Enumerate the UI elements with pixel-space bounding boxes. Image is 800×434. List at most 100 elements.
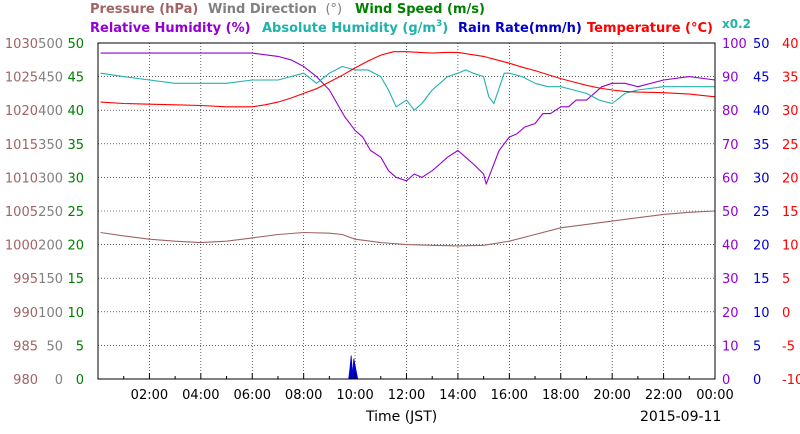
- tick-label-rain_rate: 40: [753, 104, 770, 119]
- tick-label-humidity: 20: [722, 306, 739, 321]
- tick-label-wind_speed: 25: [67, 205, 84, 220]
- x-tick-label: 18:00: [542, 388, 579, 403]
- tick-label-pressure: 985: [13, 339, 38, 354]
- legend-pressure: Pressure (hPa): [90, 2, 198, 17]
- legend-wind-direction-unit: (°): [325, 2, 342, 17]
- tick-label-humidity: 50: [722, 205, 739, 220]
- tick-label-pressure: 1005: [5, 205, 38, 220]
- tick-label-wind_speed: 20: [67, 239, 84, 254]
- tick-label-wind_direction: 0: [55, 373, 63, 388]
- tick-label-wind_speed: 0: [76, 373, 84, 388]
- series-humidity-relative: [100, 52, 716, 185]
- x-tick-label: 10:00: [336, 388, 373, 403]
- tick-label-pressure: 1015: [5, 138, 38, 153]
- tick-label-wind_direction: 350: [38, 138, 63, 153]
- tick-label-rain_rate: 45: [753, 71, 770, 86]
- tick-label-wind_direction: 450: [38, 71, 63, 86]
- legend-rain-rate: Rain Rate(mm/h): [458, 21, 582, 36]
- tick-label-wind_speed: 40: [67, 104, 84, 119]
- tick-label-humidity: 40: [722, 239, 739, 254]
- legend-wind-direction-group: Wind Direction (°): [208, 2, 342, 17]
- tick-label-wind_direction: 50: [46, 339, 63, 354]
- x-tick-label: 04:00: [182, 388, 219, 403]
- series-pressure-pressure: [100, 210, 716, 247]
- tick-label-wind_direction: 250: [38, 205, 63, 220]
- x-tick-label: 12:00: [388, 388, 425, 403]
- x-axis: 02:00 04:00 06:00 08:00 10:00 12:00 14:00 16:00…: [123, 373, 734, 403]
- tick-label-humidity: 30: [722, 272, 739, 287]
- tick-label-pressure: 980: [13, 373, 38, 388]
- tick-label-pressure: 990: [13, 306, 38, 321]
- x-tick-label: 16:00: [491, 388, 528, 403]
- x-tick-label: 20:00: [593, 388, 630, 403]
- tick-label-wind_speed: 15: [67, 272, 84, 287]
- axis-labels: 1030102510201015101010051000995990985980…: [5, 37, 800, 388]
- tick-label-rain_rate: 50: [753, 37, 770, 52]
- tick-label-wind_direction: 300: [38, 171, 63, 186]
- tick-label-wind_speed: 50: [67, 37, 84, 52]
- tick-label-rain_rate: 25: [753, 205, 770, 220]
- tick-label-pressure: 995: [13, 272, 38, 287]
- tick-label-rain_rate: 15: [753, 272, 770, 287]
- tick-label-temperature: 20: [782, 171, 799, 186]
- series-rain-rate: [342, 355, 359, 380]
- legend-temperature: Temperature (°C): [587, 21, 713, 36]
- tick-label-wind_direction: 200: [38, 239, 63, 254]
- legend-scale-note: x0.2: [722, 17, 751, 31]
- tick-label-rain_rate: 30: [753, 171, 770, 186]
- x-tick-label: 22:00: [645, 388, 682, 403]
- tick-label-pressure: 1025: [5, 71, 38, 86]
- tick-label-temperature: 35: [782, 71, 799, 86]
- legend-absolute-humidity-sup: 3: [436, 19, 442, 29]
- date-label: 2015-09-11: [640, 409, 721, 425]
- legend-wind-direction: Wind Direction: [208, 2, 317, 17]
- tick-label-humidity: 0: [722, 373, 730, 388]
- tick-label-rain_rate: 10: [753, 306, 770, 321]
- tick-label-wind_direction: 400: [38, 104, 63, 119]
- tick-label-rain_rate: 5: [753, 339, 761, 354]
- tick-label-wind_direction: 100: [38, 306, 63, 321]
- tick-label-humidity: 90: [722, 71, 739, 86]
- tick-label-rain_rate: 35: [753, 138, 770, 153]
- tick-label-wind_direction: 150: [38, 272, 63, 287]
- x-tick-label: 00:00: [696, 388, 733, 403]
- tick-label-humidity: 100: [722, 37, 747, 52]
- x-tick-label: 02:00: [131, 388, 168, 403]
- tick-label-wind_speed: 5: [76, 339, 84, 354]
- series-temperature-temperature: [100, 51, 716, 108]
- x-tick-label: 06:00: [234, 388, 271, 403]
- tick-label-pressure: 1000: [5, 239, 38, 254]
- tick-label-humidity: 70: [722, 138, 739, 153]
- tick-label-temperature: 5: [782, 272, 790, 287]
- tick-label-pressure: 1010: [5, 171, 38, 186]
- tick-label-wind_speed: 30: [67, 171, 84, 186]
- x-tick-label: 08:00: [285, 388, 322, 403]
- tick-label-temperature: -5: [782, 339, 795, 354]
- tick-label-wind_speed: 45: [67, 71, 84, 86]
- tick-label-temperature: 40: [782, 37, 799, 52]
- tick-label-humidity: 60: [722, 171, 739, 186]
- x-tick-label: 14:00: [439, 388, 476, 403]
- series-layer: [100, 51, 716, 380]
- tick-label-temperature: 25: [782, 138, 799, 153]
- tick-label-pressure: 1020: [5, 104, 38, 119]
- tick-label-pressure: 1030: [5, 37, 38, 52]
- legend-relative-humidity: Relative Humidity (%): [90, 21, 251, 36]
- tick-label-temperature: 15: [782, 205, 799, 220]
- tick-label-temperature: 10: [782, 239, 799, 254]
- tick-label-humidity: 10: [722, 339, 739, 354]
- x-axis-label: Time (JST): [365, 409, 437, 425]
- legend-absolute-humidity-close: ): [442, 21, 448, 36]
- tick-label-wind_direction: 500: [38, 37, 63, 52]
- tick-label-wind_speed: 10: [67, 306, 84, 321]
- legend-wind-speed: Wind Speed (m/s): [355, 2, 485, 17]
- tick-label-wind_speed: 35: [67, 138, 84, 153]
- tick-label-rain_rate: 0: [753, 373, 761, 388]
- series-humidity-absolute: [100, 65, 715, 111]
- legend-absolute-humidity: Absolute Humidity (g/m: [262, 21, 436, 36]
- tick-label-temperature: 30: [782, 104, 799, 119]
- tick-label-rain_rate: 20: [753, 239, 770, 254]
- grid: [98, 43, 715, 379]
- tick-label-humidity: 80: [722, 104, 739, 119]
